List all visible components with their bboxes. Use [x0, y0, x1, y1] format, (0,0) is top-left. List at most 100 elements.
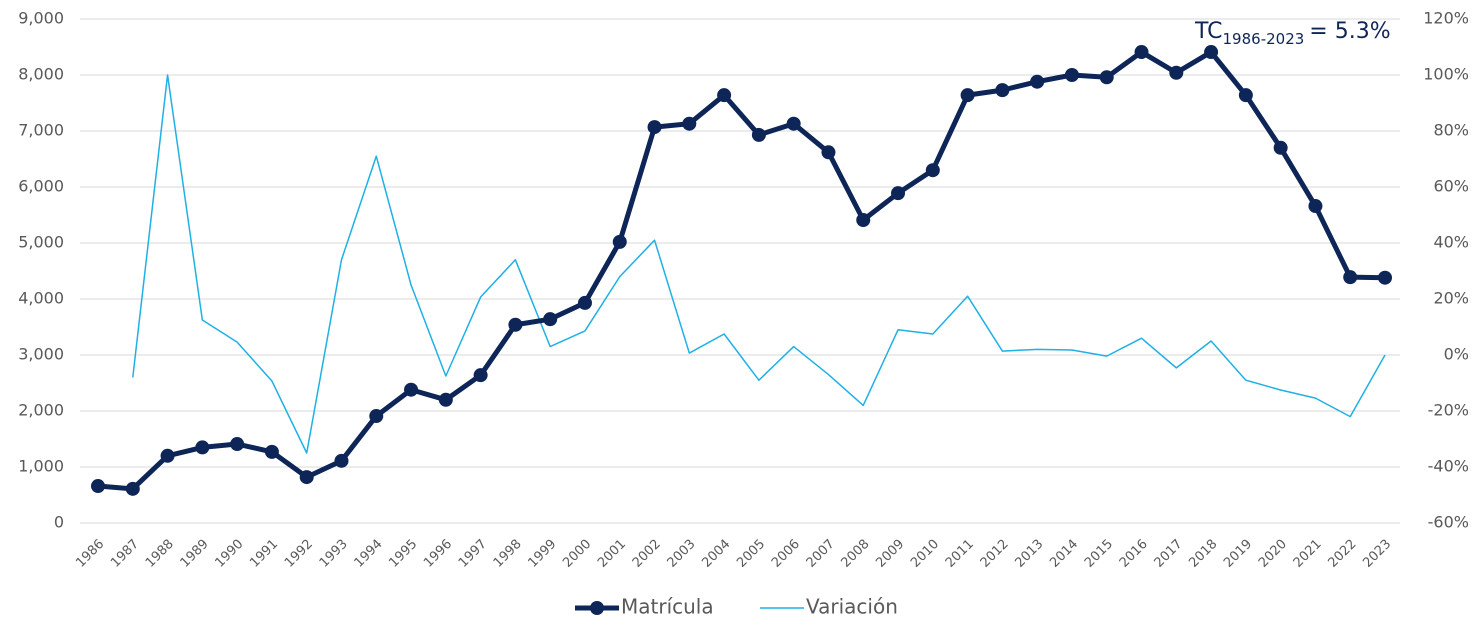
- data-point: [334, 453, 349, 468]
- data-point: [1343, 270, 1358, 285]
- x-tick-label: 2013: [1012, 537, 1046, 571]
- y2-tick-label: 40%: [1433, 233, 1469, 252]
- y2-tick-label: 20%: [1433, 289, 1469, 308]
- annotation-part: TC: [1194, 19, 1223, 44]
- y2-tick-label: 0%: [1444, 345, 1469, 364]
- data-point: [786, 116, 801, 131]
- x-tick-label: 2016: [1117, 537, 1151, 571]
- x-tick-label: 1989: [178, 537, 212, 571]
- x-tick-label: 1999: [525, 537, 559, 571]
- x-tick-label: 1996: [421, 537, 455, 571]
- x-tick-label: 2009: [873, 537, 907, 571]
- data-point: [1378, 270, 1392, 285]
- y2-tick-label: -20%: [1428, 401, 1469, 420]
- y2-tick-label: -60%: [1428, 513, 1469, 532]
- x-tick-label: 2008: [839, 537, 873, 571]
- data-point: [682, 116, 697, 131]
- data-point: [404, 382, 419, 397]
- x-tick-label: 1994: [352, 537, 386, 571]
- y-tick-label: 1,000: [18, 457, 64, 476]
- y-tick-label: 3,000: [18, 345, 64, 364]
- x-tick-label: 1988: [143, 537, 177, 571]
- data-point: [299, 470, 314, 485]
- x-tick-label: 2017: [1152, 537, 1186, 571]
- x-tick-label: 2003: [665, 537, 699, 571]
- x-tick-label: 2002: [630, 537, 664, 571]
- data-point: [891, 186, 906, 201]
- data-point: [1169, 65, 1184, 80]
- data-point: [960, 88, 975, 103]
- data-point: [1308, 199, 1323, 214]
- y2-tick-label: -40%: [1428, 457, 1469, 476]
- y-tick-label: 6,000: [18, 177, 64, 196]
- x-tick-label: 2020: [1256, 537, 1290, 571]
- x-tick-label: 1986: [73, 537, 107, 571]
- data-point: [577, 295, 592, 310]
- y2-tick-label: 120%: [1423, 9, 1469, 28]
- data-point: [195, 440, 210, 455]
- annotation: TC1986-2023 = 5.3%: [1194, 19, 1391, 48]
- x-tick-label: 2006: [769, 537, 803, 571]
- data-point: [647, 120, 662, 135]
- x-tick-label: 1997: [456, 537, 490, 571]
- data-point: [925, 163, 940, 178]
- x-tick-label: 1990: [212, 537, 246, 571]
- data-point: [1030, 74, 1045, 89]
- x-tick-label: 2007: [804, 537, 838, 571]
- data-point: [1064, 68, 1079, 82]
- x-tick-label: 2000: [560, 537, 594, 571]
- y-tick-label: 7,000: [18, 121, 64, 140]
- data-point: [1204, 45, 1219, 60]
- data-point: [125, 481, 140, 496]
- data-point: [473, 368, 488, 383]
- y-tick-label: 0: [54, 513, 64, 532]
- data-point: [230, 437, 245, 452]
- data-point: [1099, 70, 1114, 85]
- data-point: [91, 479, 105, 494]
- data-point: [995, 83, 1010, 98]
- x-tick-label: 1991: [247, 537, 281, 571]
- legend-label: Matrícula: [621, 595, 714, 619]
- x-tick-label: 2010: [908, 537, 942, 571]
- data-point: [160, 448, 175, 463]
- x-tick-label: 2015: [1082, 537, 1116, 571]
- y2-tick-label: 80%: [1433, 121, 1469, 140]
- data-point: [751, 127, 766, 142]
- x-tick-label: 2018: [1186, 537, 1220, 571]
- legend-label: Variación: [806, 595, 898, 619]
- x-tick-label: 2012: [978, 537, 1012, 571]
- x-tick-label: 1987: [108, 537, 142, 571]
- y2-tick-label: 100%: [1423, 65, 1469, 84]
- x-tick-label: 1998: [491, 537, 525, 571]
- y-tick-label: 4,000: [18, 289, 64, 308]
- data-point: [369, 409, 384, 424]
- data-point: [508, 317, 523, 332]
- x-tick-label: 2001: [595, 537, 629, 571]
- data-point: [264, 444, 279, 459]
- data-point: [438, 392, 453, 407]
- y-tick-label: 8,000: [18, 65, 64, 84]
- data-point: [821, 145, 836, 160]
- series-line: [132, 74, 1386, 454]
- data-point: [1134, 45, 1149, 60]
- y-tick-label: 2,000: [18, 401, 64, 420]
- data-point: [612, 234, 627, 249]
- annotation-part: = 5.3%: [1309, 19, 1390, 44]
- x-tick-label: 2014: [1047, 537, 1081, 571]
- data-point: [1238, 88, 1253, 103]
- y-tick-label: 9,000: [18, 9, 64, 28]
- x-tick-label: 2005: [734, 537, 768, 571]
- x-tick-label: 2019: [1221, 537, 1255, 571]
- x-tick-label: 2022: [1326, 537, 1360, 571]
- x-tick-label: 1995: [386, 537, 420, 571]
- x-tick-label: 1993: [317, 537, 351, 571]
- data-point: [543, 312, 558, 327]
- data-point: [717, 88, 732, 103]
- legend-marker: [590, 601, 604, 615]
- y2-tick-label: 60%: [1433, 177, 1469, 196]
- y-tick-label: 5,000: [18, 233, 64, 252]
- annotation-part: 1986-2023: [1223, 30, 1305, 48]
- x-tick-label: 2004: [699, 537, 733, 571]
- data-point: [1273, 140, 1288, 155]
